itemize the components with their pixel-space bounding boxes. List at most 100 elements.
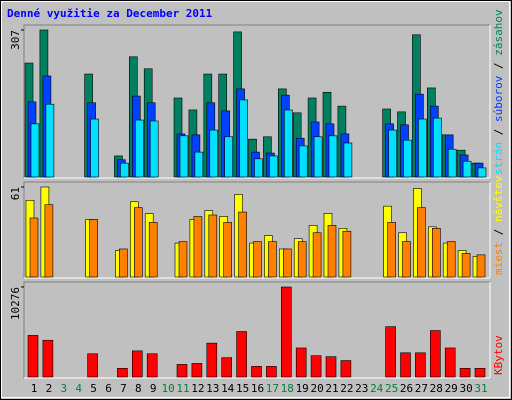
x-tick-label: 15 xyxy=(236,382,249,395)
bar xyxy=(30,123,40,178)
bar xyxy=(208,214,218,278)
bar xyxy=(342,230,352,278)
legend-entry: strán xyxy=(492,142,505,175)
x-tick-label: 7 xyxy=(120,382,127,395)
chart-title: Denné využitie za December 2011 xyxy=(7,7,213,20)
bar xyxy=(340,360,352,378)
legend-separator: / xyxy=(492,56,505,76)
legend-entry: návštev xyxy=(492,175,505,222)
bar xyxy=(431,228,441,278)
bar xyxy=(298,145,308,178)
legend-entry: KBytov xyxy=(492,335,505,375)
x-tick-label: 13 xyxy=(206,382,219,395)
bar xyxy=(444,347,456,378)
bar xyxy=(432,117,442,178)
x-tick-label: 1 xyxy=(31,382,38,395)
bar xyxy=(221,357,232,378)
bar xyxy=(400,352,411,378)
x-tick-label: 23 xyxy=(355,382,368,395)
bar xyxy=(462,160,472,178)
bar xyxy=(266,366,277,378)
legend-separator: / xyxy=(492,222,505,242)
bar xyxy=(385,326,396,378)
x-tick-label: 24 xyxy=(370,382,384,395)
x-tick-label: 27 xyxy=(415,382,428,395)
x-tick-label: 21 xyxy=(325,382,338,395)
bar xyxy=(403,139,412,178)
bar xyxy=(295,347,307,378)
x-tick-label: 11 xyxy=(176,382,189,395)
bar xyxy=(178,241,188,278)
bar xyxy=(193,216,203,278)
bar xyxy=(402,241,411,278)
bar xyxy=(283,109,293,178)
bar xyxy=(42,339,54,378)
x-tick-label: 17 xyxy=(266,382,279,395)
bar xyxy=(90,118,99,178)
bar xyxy=(238,211,247,278)
panel xyxy=(23,281,491,379)
y-tick-label: 307 xyxy=(9,30,22,50)
bar xyxy=(310,355,322,378)
x-tick-label: 5 xyxy=(90,382,97,395)
bar xyxy=(388,129,397,178)
bar xyxy=(415,352,426,378)
bar xyxy=(45,103,55,178)
bar xyxy=(282,248,292,278)
bar xyxy=(418,118,427,178)
legend: strán / súborov / zásahov xyxy=(492,9,505,175)
bar xyxy=(134,207,143,278)
bar xyxy=(447,148,457,178)
bar xyxy=(251,366,262,378)
legend-entry: súborov xyxy=(492,75,505,122)
bar xyxy=(269,155,278,178)
bar xyxy=(474,367,486,378)
bar xyxy=(477,167,487,178)
bar xyxy=(206,342,218,378)
x-tick-label: 3 xyxy=(60,382,67,395)
bar xyxy=(27,335,39,378)
bar xyxy=(459,367,471,378)
x-tick-label: 22 xyxy=(340,382,353,395)
bar xyxy=(476,254,486,278)
bar xyxy=(387,222,396,278)
bar xyxy=(429,330,441,378)
x-tick-label: 9 xyxy=(150,382,157,395)
x-tick-label: 26 xyxy=(400,382,413,395)
x-tick-label: 2 xyxy=(46,382,53,395)
bar xyxy=(417,207,426,278)
x-tick-label: 8 xyxy=(135,382,142,395)
y-tick-label: 10276 xyxy=(9,287,22,320)
x-tick-label: 12 xyxy=(191,382,204,395)
bar xyxy=(461,253,471,278)
bar xyxy=(343,142,353,178)
bar xyxy=(117,367,128,378)
bar xyxy=(146,353,158,378)
bar xyxy=(149,120,159,178)
bar xyxy=(297,241,307,278)
bar xyxy=(236,331,247,378)
x-tick-label: 6 xyxy=(105,382,112,395)
bar xyxy=(253,241,262,278)
bar xyxy=(179,135,189,178)
bar xyxy=(328,135,338,178)
legend-separator: / xyxy=(492,122,505,142)
x-tick-label: 19 xyxy=(296,382,309,395)
x-tick-label: 14 xyxy=(221,382,235,395)
y-tick-label: 61 xyxy=(9,187,22,200)
bar xyxy=(312,232,322,278)
bar xyxy=(239,99,248,178)
bar xyxy=(135,119,144,178)
bar xyxy=(87,353,98,378)
bar xyxy=(280,286,292,378)
bar xyxy=(148,222,158,278)
bar xyxy=(120,162,129,178)
bar xyxy=(29,217,39,278)
bar xyxy=(268,241,277,278)
bar xyxy=(254,158,263,178)
legend-entry: zásahov xyxy=(492,9,505,56)
bar xyxy=(194,151,204,178)
bar xyxy=(89,219,98,278)
bar xyxy=(313,136,323,178)
